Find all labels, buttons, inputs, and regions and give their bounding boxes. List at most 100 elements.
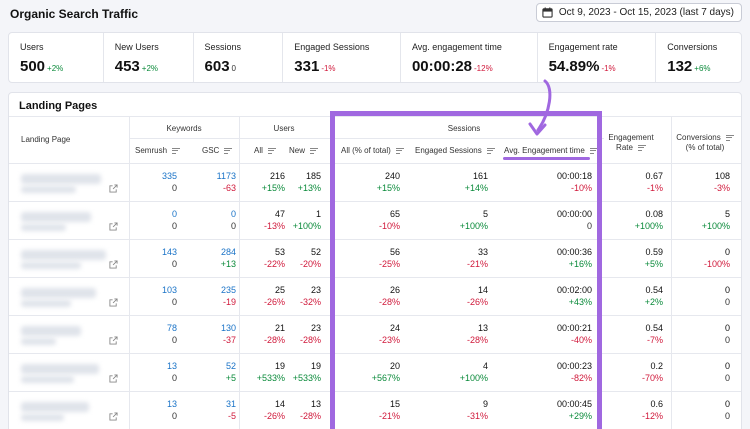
cell-gsc[interactable]: 284 +13 [220, 247, 236, 269]
landing-page-url-blurred[interactable] [21, 250, 106, 260]
col-header-new[interactable]: New [289, 146, 319, 155]
metric-delta: -1% [321, 64, 336, 73]
metric-card: Engagement rate 54.89% -1% [538, 33, 657, 82]
metric-value: 453 +2% [114, 58, 159, 75]
landing-page-url-blurred[interactable] [21, 364, 99, 374]
sort-icon [310, 147, 319, 154]
sort-icon [637, 144, 646, 151]
external-link-icon[interactable] [109, 412, 118, 421]
cell-new: 13 -28% [299, 399, 321, 421]
cell-gsc[interactable]: 130 -37 [220, 323, 236, 345]
annotation-arrow-icon [528, 79, 552, 136]
table-row[interactable]: 13 0 52 +5 19 +533% 19 +533% 20 +567% 4 +100% 00:00:… [9, 353, 741, 390]
cell-gsc[interactable]: 1173 -63 [216, 171, 236, 193]
cell-rate: 0.6 -12% [641, 399, 663, 421]
col-header-engagement-rate[interactable]: Engagement Rate [608, 133, 654, 152]
table-row[interactable]: 13 0 31 -5 14 -26% 13 -28% 15 -21% 9 -31% 00:00:45 +2… [9, 391, 741, 428]
metric-label: Engaged Sessions [294, 42, 370, 52]
col-header-all[interactable]: All [254, 146, 276, 155]
col-header-gsc[interactable]: GSC [202, 146, 233, 155]
cell-eng: 4 +100% [459, 361, 488, 383]
metric-card: New Users 453 +2% [104, 33, 194, 82]
table-row[interactable]: 335 0 1173 -63 216 +15% 185 +13% 240 +15% 161 +14% 0… [9, 163, 741, 200]
metric-delta: 0 [231, 64, 236, 73]
cell-semrush[interactable]: 143 0 [161, 247, 177, 269]
cell-eng: 33 -21% [466, 247, 488, 269]
landing-page-url-blurred[interactable] [21, 174, 101, 184]
col-header-landing-page: Landing Page [21, 135, 71, 144]
cell-time: 00:02:00 +43% [556, 285, 592, 307]
cell-gsc[interactable]: 31 -5 [225, 399, 236, 421]
cell-eng: 161 +14% [464, 171, 488, 193]
metric-label: New Users [114, 42, 159, 52]
date-range-picker[interactable]: Oct 9, 2023 - Oct 15, 2023 (last 7 days) [535, 3, 742, 22]
external-link-icon[interactable] [109, 184, 118, 193]
cell-conv: 0 -100% [703, 247, 730, 269]
cell-all: 14 -26% [263, 399, 285, 421]
col-header-avg-engagement-time[interactable]: Avg. Engagement time [504, 146, 598, 155]
cell-gsc[interactable]: 52 +5 [225, 361, 236, 383]
col-header-engaged-sessions[interactable]: Engaged Sessions [415, 146, 495, 155]
landing-page-url-blurred[interactable] [21, 326, 81, 336]
table-row[interactable]: 0 0 0 0 47 -13% 1 +100% 65 -10% 5 +100% 00:00:00 0 0.0… [9, 201, 741, 238]
cell-sess: 15 -21% [378, 399, 400, 421]
cell-time: 00:00:23 -82% [556, 361, 592, 383]
metric-card: Avg. engagement time 00:00:28 -12% [401, 33, 538, 82]
cell-semrush[interactable]: 335 0 [161, 171, 177, 193]
external-link-icon[interactable] [109, 298, 118, 307]
cell-all: 19 +533% [256, 361, 285, 383]
col-header-semrush[interactable]: Semrush [135, 146, 181, 155]
cell-new: 23 -28% [299, 323, 321, 345]
metric-delta: +2% [47, 64, 64, 73]
calendar-icon [542, 7, 553, 18]
cell-semrush[interactable]: 103 0 [161, 285, 177, 307]
external-link-icon[interactable] [109, 336, 118, 345]
external-link-icon[interactable] [109, 222, 118, 231]
landing-pages-panel: Landing Pages Keywords Users Sessions La… [8, 92, 742, 429]
cell-rate: 0.54 +2% [644, 285, 663, 307]
cell-time: 00:00:21 -40% [556, 323, 592, 345]
sort-icon [267, 147, 276, 154]
cell-new: 185 +13% [297, 171, 321, 193]
table-row[interactable]: 78 0 130 -37 21 -28% 23 -28% 24 -23% 13 -28% 00:00:2… [9, 315, 741, 352]
metric-card: Sessions 603 0 [194, 33, 284, 82]
external-link-icon[interactable] [109, 374, 118, 383]
cell-all: 53 -22% [263, 247, 285, 269]
table-row[interactable]: 103 0 235 -19 25 -26% 23 -32% 26 -28% 14 -26% 00:02:… [9, 277, 741, 314]
metric-delta: -12% [474, 64, 493, 73]
cell-sess: 26 -28% [378, 285, 400, 307]
col-header-all-pct[interactable]: All (% of total) [341, 146, 404, 155]
cell-semrush[interactable]: 13 0 [166, 361, 177, 383]
metrics-summary: Users 500 +2% New Users 453 +2% Sessions 603 0 En… [8, 32, 742, 83]
metric-delta: +6% [694, 64, 711, 73]
cell-semrush[interactable]: 13 0 [166, 399, 177, 421]
cell-all: 47 -13% [263, 209, 285, 231]
metric-card: Users 500 +2% [9, 33, 104, 82]
sessions-highlight-box [330, 111, 602, 429]
page-title: Organic Search Traffic [10, 7, 139, 21]
landing-page-url-blurred[interactable] [21, 402, 89, 412]
group-header-users: Users [273, 124, 295, 133]
col-header-conversions[interactable]: Conversions (% of total) [669, 133, 741, 153]
group-header-sessions: Sessions [447, 124, 481, 133]
metric-value: 500 +2% [20, 58, 64, 75]
cell-all: 25 -26% [263, 285, 285, 307]
cell-gsc[interactable]: 235 -19 [220, 285, 236, 307]
cell-sess: 20 +567% [371, 361, 400, 383]
landing-page-url-blurred[interactable] [21, 212, 91, 222]
landing-page-url-blurred[interactable] [21, 288, 96, 298]
cell-time: 00:00:45 +29% [556, 399, 592, 421]
cell-new: 23 -32% [299, 285, 321, 307]
group-header-keywords: Keywords [166, 124, 202, 133]
cell-sess: 65 -10% [378, 209, 400, 231]
sort-icon [224, 147, 233, 154]
cell-time: 00:00:18 -10% [556, 171, 592, 193]
metric-value: 603 0 [204, 58, 236, 75]
table-row[interactable]: 143 0 284 +13 53 -22% 52 -20% 56 -25% 33 -21% 00:00:… [9, 239, 741, 276]
cell-semrush[interactable]: 78 0 [166, 323, 177, 345]
external-link-icon[interactable] [109, 260, 118, 269]
metric-delta: +2% [141, 64, 159, 73]
